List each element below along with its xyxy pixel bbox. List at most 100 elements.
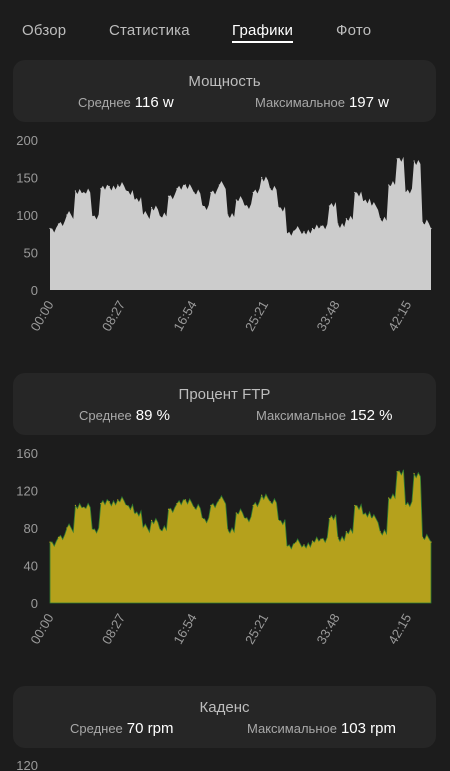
- data-point: [371, 518, 373, 520]
- data-point: [303, 230, 305, 233]
- cadence-average-label: Среднее: [70, 721, 123, 736]
- ftp-max-value: 152 %: [349, 407, 393, 424]
- data-point: [388, 497, 390, 499]
- x-tick-label: 25:21: [242, 611, 271, 647]
- data-point: [142, 214, 144, 216]
- tab-charts[interactable]: Графики: [232, 22, 294, 43]
- data-point: [405, 504, 407, 507]
- data-point: [337, 536, 339, 538]
- data-point: [227, 529, 229, 531]
- data-point: [337, 223, 339, 225]
- data-point: [159, 529, 161, 531]
- data-point: [388, 184, 390, 186]
- cadence-summary-card: Каденс Среднее 70 rpm Максимальное 103 rpm: [13, 686, 436, 748]
- data-point: [108, 501, 110, 503]
- data-point: [294, 542, 297, 544]
- x-tick-label: 08:27: [99, 611, 128, 647]
- data-point: [167, 508, 170, 510]
- data-point: [286, 233, 288, 235]
- data-point: [201, 205, 203, 207]
- y-tick-label: 0: [31, 283, 38, 298]
- cadence-max-label: Максимальное: [247, 721, 337, 736]
- data-point: [244, 205, 246, 207]
- x-tick-label: 42:15: [385, 298, 414, 334]
- cadence-title: Каденс: [199, 699, 250, 716]
- data-point: [125, 190, 127, 192]
- data-point: [117, 499, 119, 501]
- data-point: [193, 191, 195, 194]
- data-point: [269, 501, 271, 503]
- data-point: [108, 185, 110, 188]
- data-point: [210, 191, 212, 194]
- data-point: [91, 529, 93, 531]
- data-point: [261, 176, 263, 179]
- data-point: [100, 503, 102, 505]
- ftp-title: Процент FTP: [178, 386, 271, 403]
- data-point: [320, 538, 322, 540]
- data-point: [83, 506, 85, 508]
- power-average-label: Среднее: [78, 95, 131, 110]
- power-title: Мощность: [188, 73, 261, 90]
- y-tick-label: 150: [16, 171, 38, 186]
- data-point: [134, 513, 136, 515]
- y-tick-label: 50: [24, 246, 38, 261]
- data-point: [413, 473, 415, 475]
- data-point: [320, 225, 322, 227]
- power-average: Среднее 116 w: [78, 94, 174, 111]
- data-point: [167, 195, 170, 197]
- data-point: [413, 160, 415, 162]
- tab-overview[interactable]: Обзор: [22, 22, 67, 39]
- data-point: [311, 540, 314, 542]
- data-point: [184, 184, 187, 186]
- cadence-max: Максимальное 103 rpm: [247, 720, 396, 737]
- power-max-label: Максимальное: [255, 95, 345, 110]
- power-chart: 0 50 100 150 200 00:00 08:27 16:54 25:21 33:48 42:…: [16, 133, 432, 334]
- x-tick-label: 33:48: [314, 611, 343, 647]
- cadence-average-value: 70 rpm: [126, 720, 174, 737]
- data-point: [244, 518, 246, 520]
- data-point: [405, 191, 407, 194]
- ftp-max: Максимальное 152 %: [256, 407, 393, 424]
- data-point: [278, 206, 280, 209]
- data-point: [278, 519, 280, 522]
- data-point: [83, 191, 85, 194]
- data-point: [49, 541, 51, 543]
- y-tick-label: 160: [16, 446, 38, 461]
- data-point: [49, 227, 51, 230]
- series-area: [49, 469, 432, 604]
- power-summary-card: Мощность Среднее 116 w Максимальное 197 w: [13, 60, 436, 122]
- data-point: [235, 199, 237, 201]
- y-tick-label: 200: [16, 133, 38, 148]
- x-tick-label: 00:00: [27, 611, 56, 647]
- data-point: [354, 504, 356, 507]
- power-average-value: 116 w: [134, 94, 174, 111]
- y-tick-label: 40: [24, 559, 38, 574]
- cadence-chart: 120: [16, 758, 38, 771]
- tab-photo[interactable]: Фото: [336, 22, 372, 39]
- data-point: [328, 518, 330, 520]
- x-tick-label: 08:27: [99, 298, 128, 334]
- data-point: [421, 221, 424, 224]
- data-point: [294, 229, 297, 231]
- tab-statistics[interactable]: Статистика: [109, 22, 190, 39]
- data-point: [142, 527, 144, 529]
- x-tick-label: 16:54: [170, 611, 199, 647]
- data-point: [218, 184, 220, 186]
- data-point: [66, 214, 68, 216]
- data-point: [134, 199, 136, 201]
- data-point: [193, 506, 195, 508]
- data-point: [235, 512, 237, 514]
- data-point: [286, 546, 288, 548]
- data-point: [430, 227, 432, 230]
- data-point: [362, 200, 364, 203]
- data-point: [379, 218, 381, 220]
- x-tick-label: 25:21: [242, 298, 271, 334]
- data-point: [328, 205, 330, 207]
- data-point: [117, 184, 119, 186]
- data-point: [269, 188, 271, 190]
- data-point: [151, 519, 153, 522]
- data-point: [100, 188, 102, 190]
- data-point: [430, 541, 432, 543]
- cadence-max-value: 103 rpm: [340, 720, 396, 737]
- data-point: [252, 504, 254, 507]
